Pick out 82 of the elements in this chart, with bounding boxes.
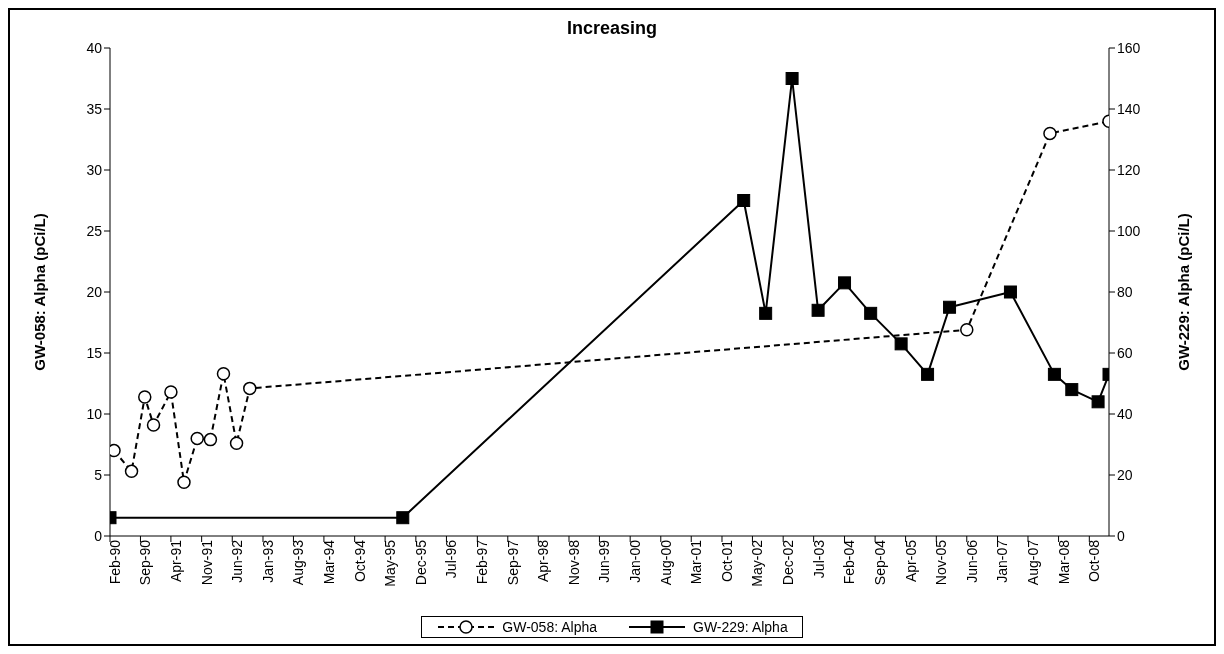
x-tick-label: Feb-04 [841,539,858,585]
x-tick-label: Jan-07 [994,539,1011,583]
x-tick-label: Jul-96 [443,539,460,579]
x-tick-label: May-02 [749,539,766,587]
point [864,306,878,320]
point [785,72,799,85]
point [921,367,935,381]
x-tick-label: Sep-97 [504,539,521,586]
point [146,418,161,432]
x-tick-label: Apr-98 [535,539,552,583]
point [243,381,257,396]
y2-tick-label: 20 [1117,466,1133,483]
x-tick-label: Nov-91 [198,539,215,586]
x-tick-label: Oct-08 [1086,539,1103,583]
point [811,303,825,317]
y-tick-label: 25 [86,222,103,239]
point [396,511,410,525]
y2-tick-label: 140 [1117,100,1141,117]
point [1043,126,1057,141]
y2-axis-title: GW-229: Alpha (pCi/L) [1175,213,1193,371]
point [943,300,957,314]
x-tick-label: Apr-05 [902,539,919,583]
point [190,431,204,446]
point [1065,383,1079,397]
point [1091,395,1105,409]
point [229,436,244,451]
x-tick-label: Aug-07 [1024,539,1041,586]
point [759,306,773,320]
x-tick-label: Mar-94 [320,539,337,585]
x-tick-label: Jan-00 [627,539,644,583]
point [1003,285,1017,299]
x-tick-label: Jun-06 [963,539,980,583]
x-tick-label: Oct-01 [718,539,735,583]
legend-label: GW-058: Alpha [502,619,597,635]
x-tick-label: Nov-05 [933,539,950,586]
y2-tick-label: 120 [1117,161,1141,178]
x-tick-label: Sep-04 [872,539,889,586]
point [737,194,751,207]
chart-title: Increasing [565,18,658,39]
point [960,323,974,337]
y-axis-title: GW-058: Alpha (pCi/L) [31,213,49,371]
x-tick-label: Feb-90 [106,539,123,585]
x-tick-label: Dec-95 [412,539,429,586]
y-tick-label: 5 [94,466,103,483]
y-tick-label: 35 [86,100,103,117]
y-tick-label: 10 [86,405,103,422]
point [203,432,218,447]
x-tick-label: Nov-98 [565,539,582,586]
x-tick-label: May-95 [382,539,399,587]
point [216,366,231,381]
x-tick-label: Jan-93 [259,539,276,583]
y-tick-label: 20 [86,283,103,300]
x-tick-label: Oct-94 [351,539,368,583]
legend-label: GW-229: Alpha [693,619,788,635]
x-tick-label: Jun-92 [229,539,246,583]
x-tick-label: Jul-03 [810,539,827,579]
y-tick-label: 0 [94,527,103,544]
point [838,276,852,290]
x-tick-label: Aug-93 [290,539,307,586]
y2-tick-label: 80 [1117,283,1133,300]
y-tick-label: 40 [86,39,103,56]
y2-tick-label: 60 [1117,344,1133,361]
point [894,337,908,351]
x-tick-label: Sep-90 [137,539,154,586]
y2-tick-label: 100 [1117,222,1141,239]
x-tick-label: Mar-01 [688,539,705,585]
point [164,385,178,399]
y2-tick-label: 160 [1117,39,1141,56]
y-tick-label: 30 [86,161,103,178]
y-tick-label: 15 [86,344,103,361]
x-tick-label: Feb-97 [474,539,491,585]
y2-tick-label: 40 [1117,405,1133,422]
point [138,390,152,404]
point [1047,367,1061,381]
point [124,464,139,479]
x-tick-label: Mar-08 [1055,539,1072,585]
x-tick-label: Apr-91 [167,539,184,583]
x-tick-label: Aug-00 [657,539,674,586]
y2-tick-label: 0 [1117,527,1125,544]
x-tick-label: Dec-02 [780,539,797,586]
x-tick-label: Jun-99 [596,539,613,583]
point [177,475,191,490]
